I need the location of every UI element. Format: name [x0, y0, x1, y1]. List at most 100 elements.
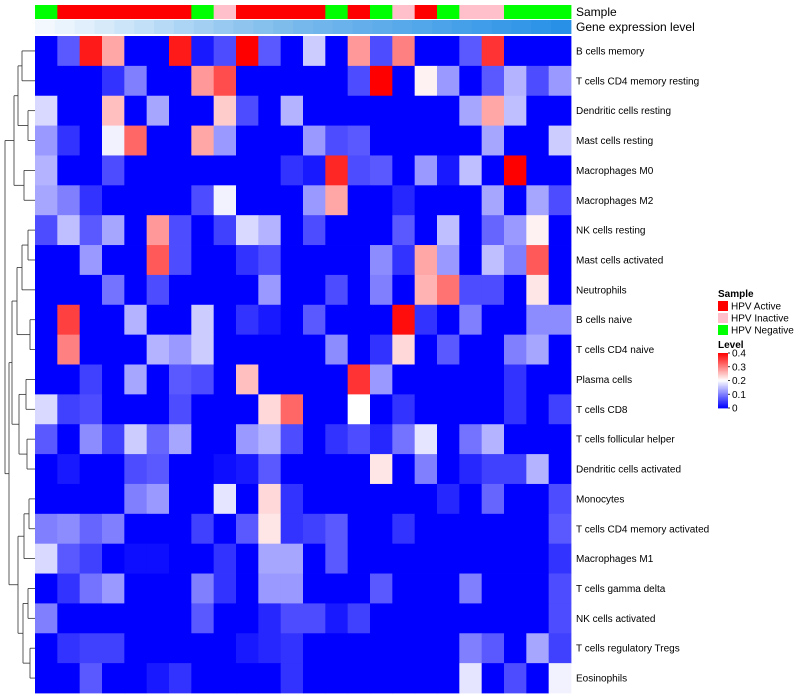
heatmap-cell — [437, 633, 460, 664]
heatmap-cell — [370, 364, 393, 395]
heatmap-cell — [459, 394, 483, 425]
heatmap-cell — [258, 304, 282, 336]
heatmap-cell — [526, 334, 550, 365]
legend-gradient-step — [718, 384, 728, 387]
heatmap-cell — [303, 364, 326, 395]
legend-gradient-step — [718, 368, 728, 370]
heatmap-cell — [303, 334, 326, 365]
heatmap-cell — [280, 304, 304, 336]
heatmap-cell — [146, 185, 170, 216]
heatmap-cell — [280, 573, 304, 604]
heatmap-cell — [258, 394, 282, 425]
legend-gradient-step — [718, 359, 728, 362]
sample-annotation-cell — [236, 5, 259, 19]
annotation-label-sample: Sample — [576, 5, 617, 19]
heatmap-cell — [79, 364, 103, 395]
heatmap-cell — [280, 95, 304, 126]
heatmap-cell — [280, 513, 304, 545]
row-label-b-cells-naive: B cells naive — [576, 315, 633, 326]
legend-gradient-step — [718, 386, 728, 388]
heatmap-cell — [347, 95, 371, 126]
heatmap-cell — [526, 274, 550, 306]
heatmap-cell — [191, 185, 215, 216]
heatmap-cell — [392, 633, 416, 664]
legend-gradient-step — [718, 369, 728, 372]
heatmap-cell — [370, 304, 393, 336]
heatmap-cell — [102, 245, 125, 276]
heatmap-cell — [325, 663, 349, 694]
heatmap-cell — [124, 603, 148, 634]
heatmap-cell — [303, 304, 326, 336]
heatmap-cell — [392, 483, 416, 515]
sample-annotation-cell — [35, 5, 58, 19]
heatmap-cell — [526, 215, 550, 246]
heatmap-cell — [370, 543, 393, 574]
heatmap-cell — [146, 454, 170, 485]
heatmap-cell — [437, 454, 460, 485]
heatmap-cell — [414, 543, 438, 574]
heatmap-cell — [526, 483, 550, 515]
row-label-mast-cells-resting: Mast cells resting — [576, 136, 653, 147]
heatmap-cell — [504, 454, 527, 485]
heatmap-cell — [548, 185, 572, 216]
legend-gradient-step — [718, 357, 728, 359]
heatmap-cell — [347, 334, 371, 365]
heatmap-cell — [459, 603, 483, 634]
heatmap-cell — [347, 304, 371, 336]
heatmap-cell — [325, 36, 349, 67]
heatmap-cell — [236, 454, 259, 485]
heatmap-cell — [191, 483, 215, 515]
legend-swatch-hpv-inactive — [718, 313, 728, 323]
heatmap-cell — [280, 633, 304, 664]
heatmap-cell — [347, 125, 371, 156]
heatmap-cell — [459, 424, 483, 455]
heatmap-cell — [35, 394, 58, 425]
heatmap-cell — [370, 65, 393, 97]
heatmap-cell — [124, 454, 148, 485]
heatmap-cell — [280, 155, 304, 186]
heatmap-cell — [57, 573, 81, 604]
heatmap-cell — [370, 663, 393, 694]
heatmap-cell — [35, 155, 58, 186]
legend-gradient-step — [718, 390, 728, 392]
heatmap-cell — [79, 454, 103, 485]
row-label-t-cells-regulatory-tregs: T cells regulatory Tregs — [576, 644, 680, 655]
heatmap-cell — [169, 663, 192, 694]
heatmap-cell — [280, 394, 304, 425]
heatmap-cell — [370, 125, 393, 156]
heatmap-cell — [57, 663, 81, 694]
heatmap-cell — [325, 513, 349, 545]
legend-level-tick-label: 0.3 — [732, 362, 746, 373]
heatmap-cell — [392, 215, 416, 246]
heatmap-cell — [124, 65, 148, 97]
legend-gradient-step — [718, 361, 728, 364]
legend-gradient-step — [718, 376, 728, 379]
heatmap-cell — [146, 65, 170, 97]
heatmap-cell — [102, 304, 125, 336]
heatmap-cell — [303, 543, 326, 574]
heatmap-cell — [124, 334, 148, 365]
heatmap-cell — [79, 36, 103, 67]
heatmap-cell — [392, 543, 416, 574]
heatmap-cell — [57, 454, 81, 485]
heatmap-cell — [414, 424, 438, 455]
heatmap-cell — [548, 424, 572, 455]
row-label-macrophages-m0: Macrophages M0 — [576, 166, 654, 177]
heatmap-cell — [325, 274, 349, 306]
heatmap-cell — [236, 364, 259, 395]
heatmap-cell — [303, 125, 326, 156]
heatmap-cell — [347, 245, 371, 276]
heatmap-cell — [526, 65, 550, 97]
heatmap-cell — [213, 483, 237, 515]
heatmap-cell — [213, 155, 237, 186]
heatmap-cell — [459, 245, 483, 276]
heatmap-cell — [236, 334, 259, 365]
heatmap-cell — [236, 424, 259, 455]
heatmap-cell — [213, 424, 237, 455]
expression-level-annotation-cell — [94, 20, 115, 34]
heatmap-cell — [79, 334, 103, 365]
legend-entry-hpv-negative: HPV Negative — [731, 326, 794, 337]
heatmap-cell — [325, 65, 349, 97]
heatmap-cell — [548, 304, 572, 336]
expression-level-annotation-cell — [392, 20, 413, 34]
